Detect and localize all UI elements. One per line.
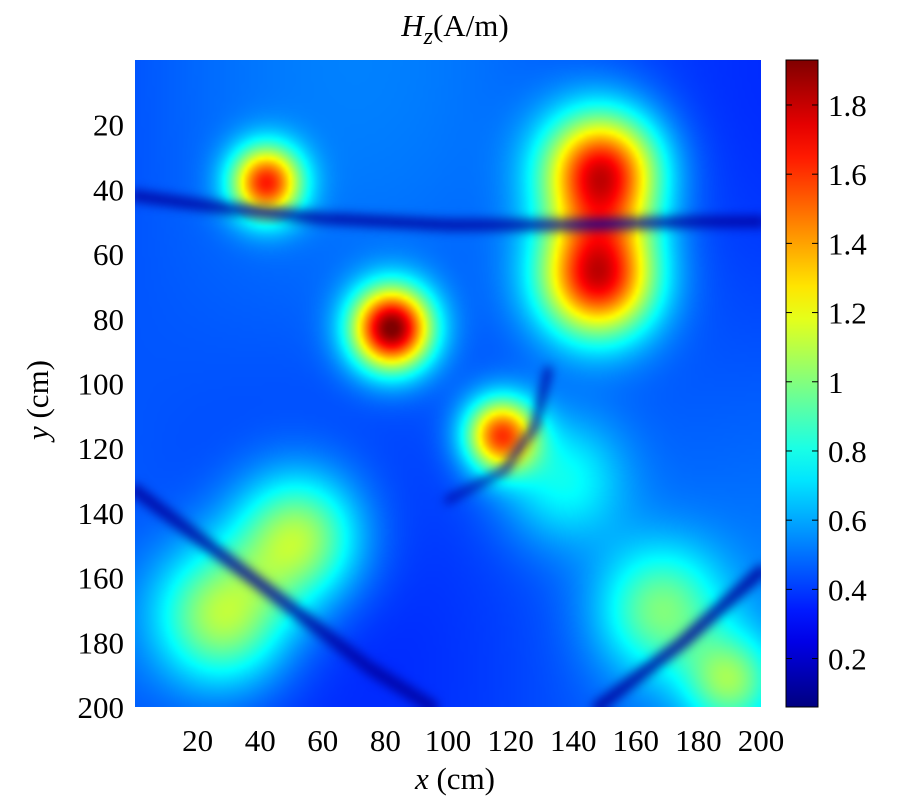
colorbar-tick-label: 1	[828, 365, 844, 400]
heatmap-image	[135, 60, 761, 707]
x-tick-label: 20	[182, 723, 213, 758]
x-axis-unit: (cm)	[436, 761, 495, 796]
x-axis-label: x (cm)	[414, 761, 495, 796]
colorbar: 0.2 0.4 0.6 0.8 1 1.2 1.4 1.6 1.8	[785, 59, 867, 708]
x-axis-ticks: 20 40 60 80 100 120 140 160 180 200	[182, 723, 784, 758]
y-axis-label: y (cm)	[20, 360, 55, 443]
chart-title: Hz(A/m)	[400, 8, 509, 50]
colorbar-tick-label: 0.6	[828, 503, 867, 538]
colorbar-tick-label: 0.8	[828, 434, 867, 469]
title-unit: (A/m)	[433, 8, 509, 43]
y-tick-label: 180	[78, 625, 125, 660]
y-axis-ticks: 20 40 60 80 100 120 140 160 180 200	[78, 108, 125, 725]
colorbar-gradient	[785, 59, 819, 708]
title-subscript: z	[423, 24, 434, 50]
y-tick-label: 20	[93, 108, 124, 143]
x-tick-label: 140	[550, 723, 597, 758]
y-tick-label: 60	[93, 237, 124, 272]
x-tick-label: 200	[738, 723, 785, 758]
colorbar-tick-label: 1.8	[828, 88, 867, 123]
y-tick-label: 100	[78, 367, 125, 402]
x-tick-label: 40	[245, 723, 276, 758]
colorbar-tick-label: 1.6	[828, 157, 867, 192]
y-tick-label: 140	[78, 496, 125, 531]
colorbar-tick-label: 0.4	[828, 572, 867, 607]
x-tick-label: 160	[613, 723, 660, 758]
y-tick-label: 200	[78, 690, 125, 725]
plot-area	[135, 60, 761, 707]
x-tick-label: 60	[307, 723, 338, 758]
x-tick-label: 120	[487, 723, 534, 758]
colorbar-tick-label: 1.4	[828, 226, 867, 261]
colorbar-ticks: 0.2 0.4 0.6 0.8 1 1.2 1.4 1.6 1.8	[786, 88, 867, 677]
y-tick-label: 80	[93, 302, 124, 337]
y-tick-label: 160	[78, 561, 125, 596]
x-axis-symbol: x	[414, 761, 429, 796]
colorbar-tick-label: 1.2	[828, 296, 867, 331]
x-tick-label: 180	[675, 723, 722, 758]
x-tick-label: 100	[425, 723, 472, 758]
x-tick-label: 80	[370, 723, 401, 758]
y-tick-label: 120	[78, 431, 125, 466]
y-axis-unit: (cm)	[20, 360, 55, 419]
title-symbol: H	[400, 8, 425, 43]
colorbar-tick-label: 0.2	[828, 642, 867, 677]
y-tick-label: 40	[93, 172, 124, 207]
y-axis-symbol: y	[20, 426, 55, 443]
